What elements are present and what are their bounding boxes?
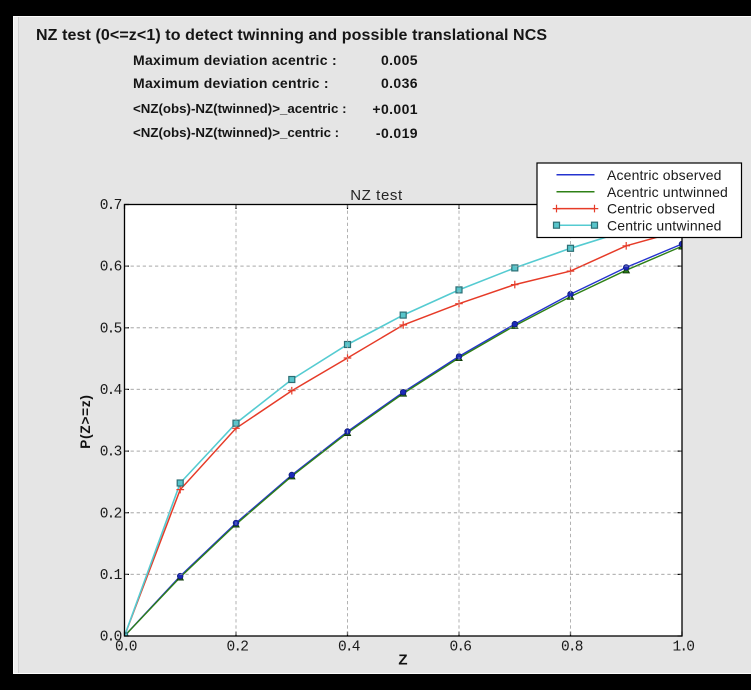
svg-text:Acentric untwinned: Acentric untwinned	[607, 184, 728, 200]
svg-text:0.2: 0.2	[226, 640, 248, 656]
svg-text:0.1: 0.1	[100, 568, 122, 584]
svg-text:0.0: 0.0	[115, 640, 137, 656]
svg-text:0.3: 0.3	[100, 445, 122, 461]
svg-text:0.6: 0.6	[449, 640, 471, 656]
svg-text:0.4: 0.4	[338, 640, 360, 656]
svg-text:0.8: 0.8	[561, 640, 583, 656]
svg-text:Acentric observed: Acentric observed	[607, 167, 722, 183]
svg-text:1.0: 1.0	[672, 640, 694, 656]
svg-text:0.7: 0.7	[100, 198, 122, 214]
svg-text:Centric untwinned: Centric untwinned	[607, 217, 722, 233]
svg-text:P(Z>=z): P(Z>=z)	[78, 394, 93, 448]
svg-text:Centric observed: Centric observed	[607, 201, 715, 217]
svg-text:0.0: 0.0	[100, 630, 122, 646]
svg-text:0.6: 0.6	[100, 260, 122, 276]
svg-text:0.4: 0.4	[100, 383, 122, 399]
svg-text:0.2: 0.2	[100, 506, 122, 522]
svg-text:0.5: 0.5	[100, 321, 122, 337]
svg-text:Z: Z	[398, 652, 407, 669]
svg-text:NZ test: NZ test	[350, 187, 403, 204]
